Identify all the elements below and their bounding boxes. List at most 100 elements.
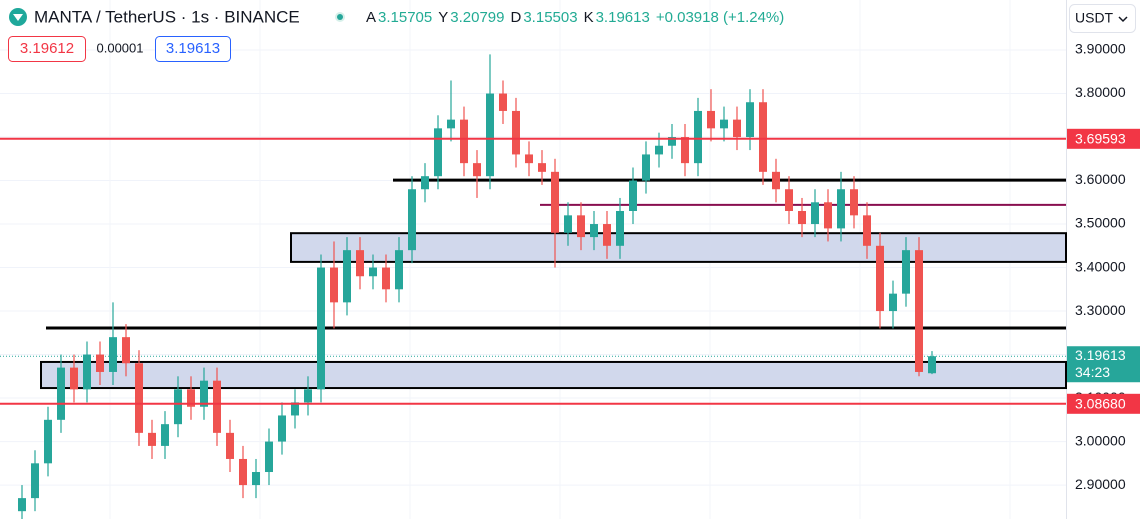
candle-body [889,293,897,312]
candle-body [187,389,195,407]
y-tick-label: 3.40000 [1075,258,1126,274]
header: MANTA / TetherUS · 1s · BINANCE 3.19612 … [8,4,1136,62]
level-axis-tag [1067,128,1140,149]
candle-body [421,176,429,190]
zone [290,232,1067,263]
candle-body [70,367,78,390]
candle-body [460,119,468,164]
candle-body [135,363,143,433]
candle-body [174,389,182,425]
candle-body [590,224,598,238]
candle-body [291,402,299,416]
candle-body [603,224,611,246]
candle-body [213,380,221,433]
candle-body [343,250,351,303]
candle-body [655,145,663,155]
y-tick-label: 3.30000 [1075,302,1126,318]
candle-body [317,267,325,390]
candle-body [720,119,728,129]
candle-body [746,102,754,138]
candle-body [57,367,65,420]
candle-body [200,380,208,407]
ohlc-key: A [366,9,376,26]
candle-body [577,215,585,238]
candle-body [876,245,884,312]
change: +0.03918 (+1.24%) [656,9,784,26]
candle-body [96,354,104,372]
ohlc-key: K [584,9,594,26]
candle-body [616,210,624,246]
candle-body [369,267,377,277]
bid-box[interactable] [8,36,86,62]
currency-button[interactable] [1069,4,1136,33]
level-axis-tag [1067,393,1140,414]
candle-body [226,432,234,459]
currency[interactable]: USDT [1075,10,1114,26]
bid[interactable]: 3.19612 [20,40,74,57]
price-tag [1067,346,1140,383]
candle-body [278,415,286,442]
plot [0,0,1067,524]
price-tag-countdown: 34:23 [1075,364,1110,380]
symbol: MANTA / TetherUS · 1s · BINANCE [34,7,300,26]
candle-body [837,189,845,229]
candle-body [356,250,364,277]
candle-body [499,93,507,111]
ohlc-value: 3.15503 [523,9,577,26]
candle-body [642,154,650,181]
candle-body [785,189,793,211]
candle-body [551,171,559,233]
candle-body [122,337,130,364]
candle-body [395,250,403,290]
candle-body [629,180,637,211]
level-axis-label: 3.69593 [1075,131,1126,147]
y-tick-label: 3.00000 [1075,432,1126,448]
candle-body [915,250,923,372]
candle-body [434,128,442,177]
candle-body [863,215,871,246]
candle-body [18,498,26,512]
candle-body [252,472,260,486]
zone [40,360,1067,390]
candle-body [707,110,715,129]
y-tick-label: 3.50000 [1075,215,1126,231]
candle-body [759,102,767,172]
candle-body [382,267,390,290]
y-tick-label: 3.60000 [1075,171,1126,187]
candle-body [31,463,39,499]
ask[interactable]: 3.19613 [166,40,220,57]
candle-body [538,163,546,172]
ask-box[interactable] [155,36,231,62]
candle-body [668,137,676,146]
candle-body [44,419,52,464]
candle-body [564,215,572,233]
candle-body [473,163,481,177]
candle-body [83,354,91,390]
status-dot [337,14,343,20]
candle-body [772,171,780,190]
candle-body [902,250,910,294]
spread: 0.00001 [97,40,144,55]
candle-body [798,210,806,225]
candle-body [148,432,156,446]
price-tag-value: 3.19613 [1075,347,1126,363]
symbol-icon-mark [13,14,23,21]
y-tick-label: 3.90000 [1075,41,1126,57]
chevron[interactable] [1118,16,1128,23]
candle-body [447,119,455,129]
candle-body [824,202,832,229]
candle-body [239,458,247,486]
candle-body [850,189,858,216]
candle-body [265,441,273,473]
y-tick-label: 2.90000 [1075,476,1126,492]
candle-body [304,389,312,403]
level-axis-label: 3.08680 [1075,396,1126,412]
candle-body [694,110,702,164]
candle-body [109,337,117,372]
ohlc-value: 3.19613 [596,9,650,26]
candle-body [525,154,533,164]
ohlc-value: 3.15705 [378,9,432,26]
candle-body [486,93,494,177]
